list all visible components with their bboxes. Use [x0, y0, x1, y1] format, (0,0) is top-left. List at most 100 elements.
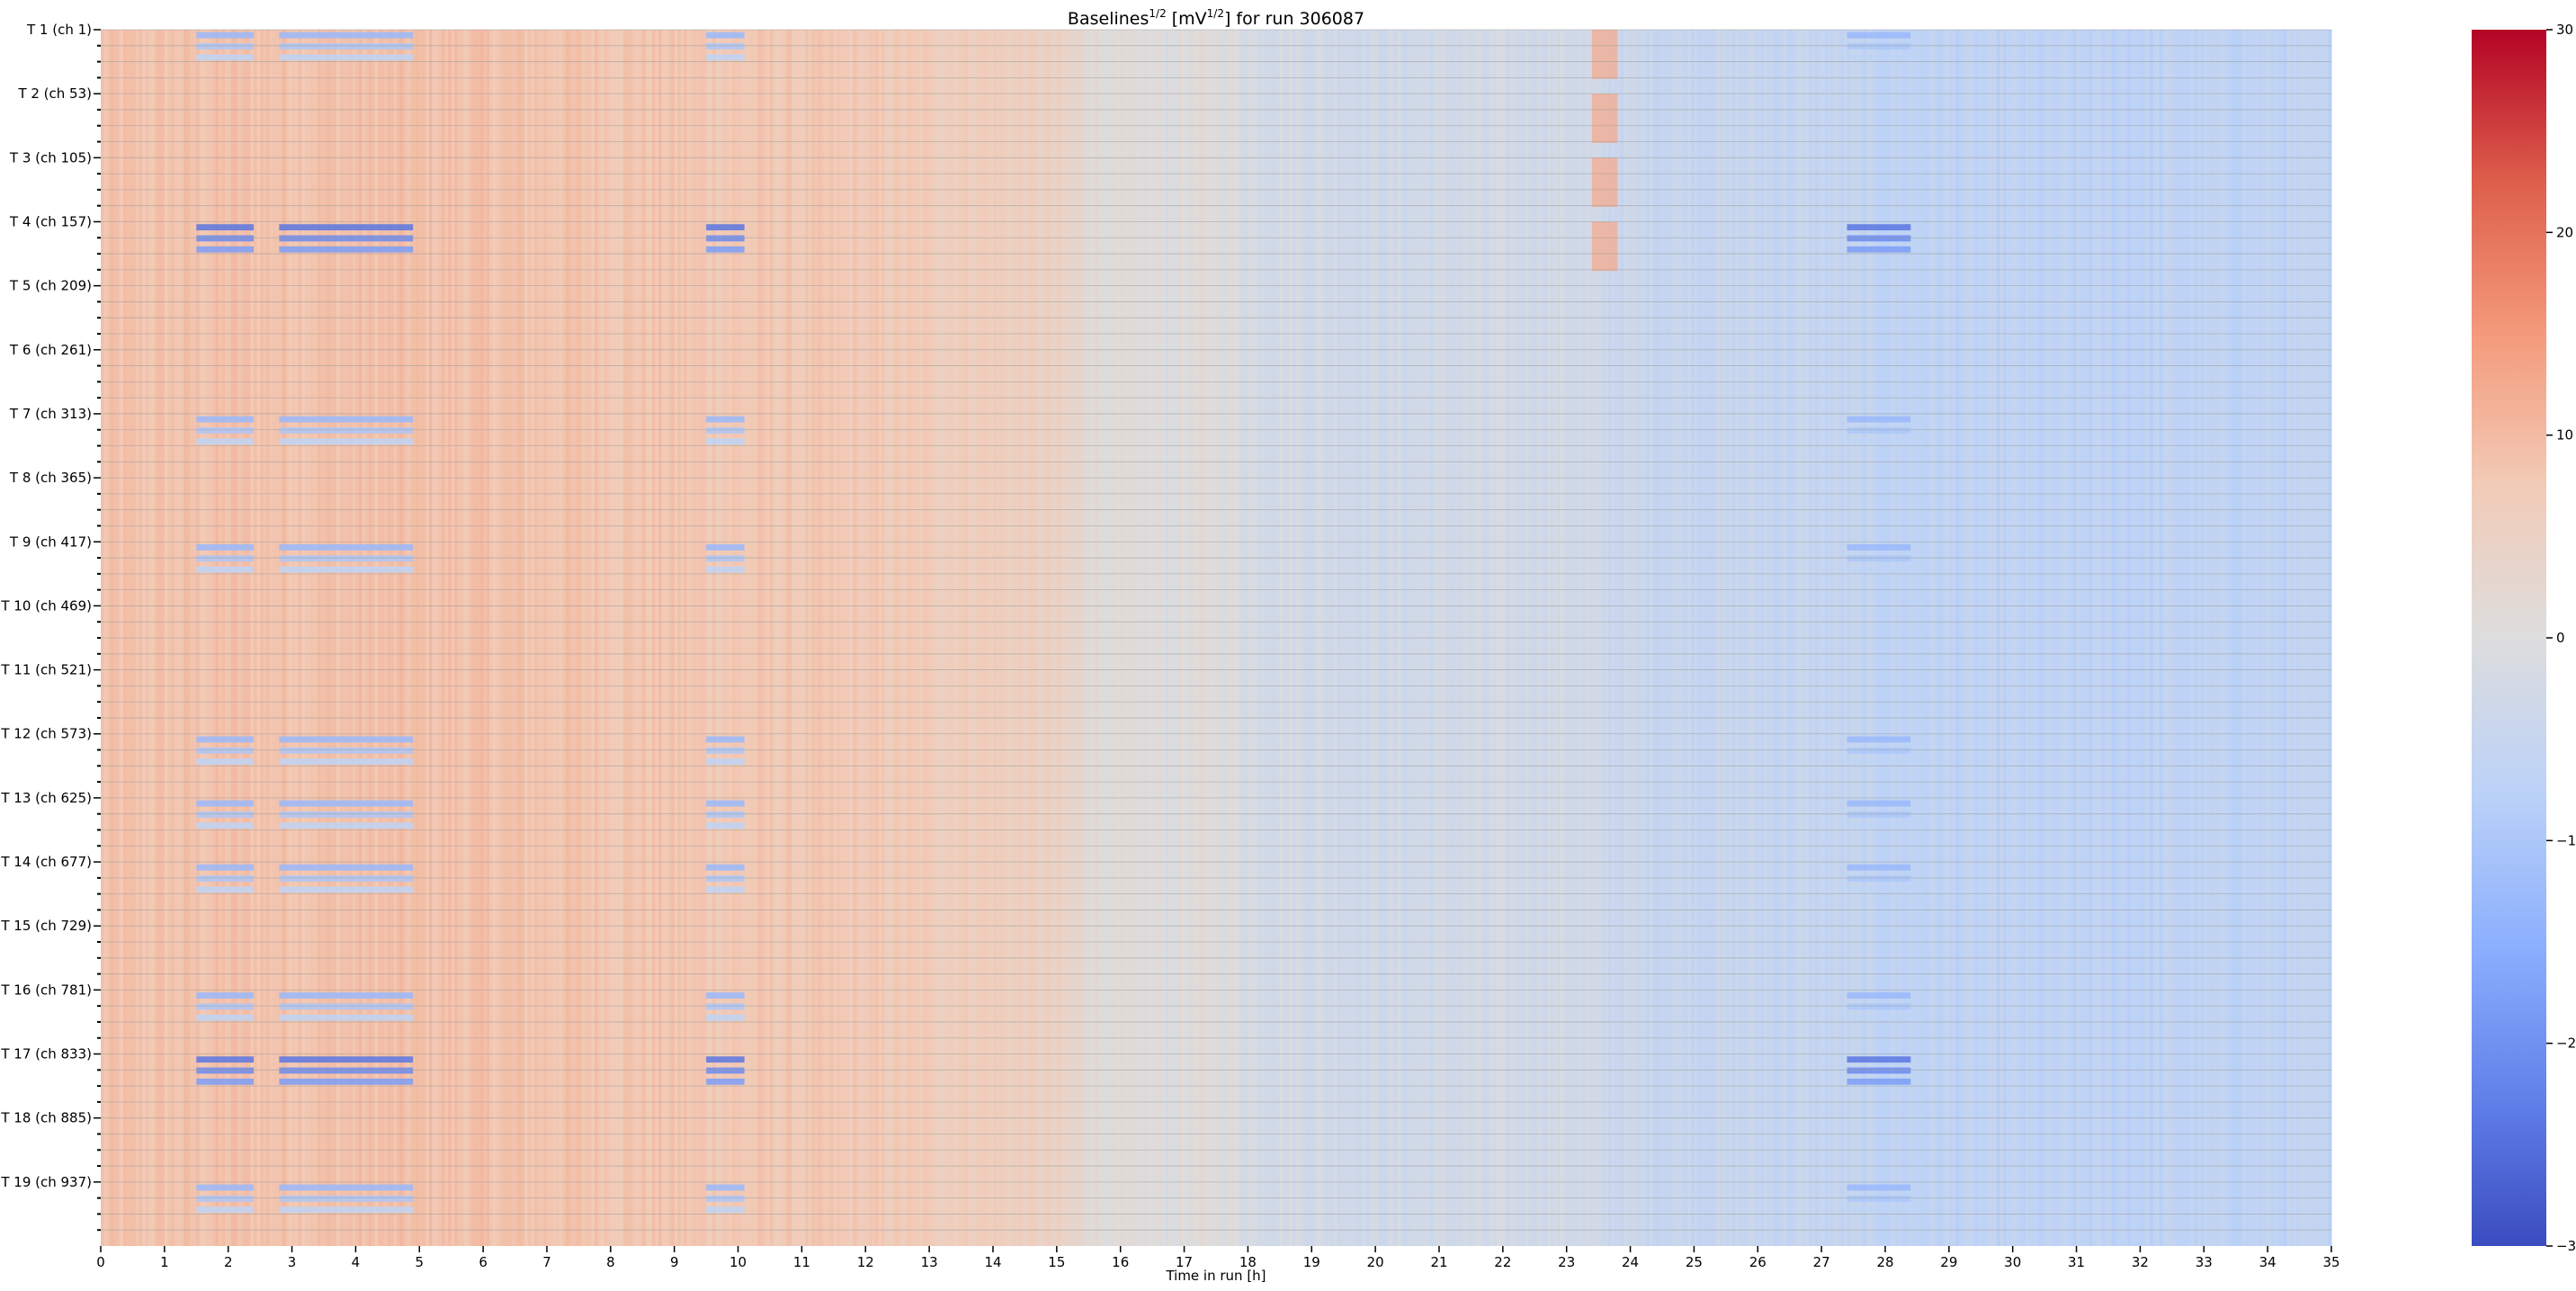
heatmap-low-band: [1847, 822, 1911, 829]
x-tick-label: 10: [729, 1254, 747, 1270]
heatmap-low-band: [196, 235, 255, 242]
heatmap-low-band: [1847, 438, 1911, 445]
heatmap-low-band: [196, 246, 255, 253]
colorbar-ticks: 30 20 10 0 −10 −20 −30: [2546, 22, 2576, 1254]
heatmap-low-band: [706, 566, 745, 573]
x-tick-label: 34: [2259, 1254, 2276, 1270]
heatmap-row-lines: [101, 29, 2331, 1231]
y-tick-label: T 13 (ch 625): [0, 790, 92, 806]
x-tick-label: 11: [793, 1254, 810, 1270]
heatmap-low-band: [706, 416, 745, 423]
heatmap-low-band: [196, 416, 255, 423]
x-axis-label: Time in run [h]: [1165, 1268, 1266, 1284]
heatmap-low-band: [196, 555, 255, 562]
x-tick-label: 1: [160, 1254, 169, 1270]
heatmap-low-band: [279, 566, 414, 573]
heatmap-low-band: [1847, 54, 1911, 61]
heatmap-low-band: [1847, 811, 1911, 818]
heatmap-low-band: [706, 1014, 745, 1021]
heatmap-low-band: [196, 544, 255, 551]
heatmap-low-band: [196, 1184, 255, 1191]
heatmap-low-band: [196, 1056, 255, 1063]
heatmap-low-band: [196, 875, 255, 882]
heatmap-low-band: [279, 864, 414, 871]
heatmap-high-band: [1592, 221, 1618, 272]
x-tick-label: 30: [2004, 1254, 2021, 1270]
heatmap-low-band: [196, 31, 255, 39]
heatmap-low-band: [706, 31, 745, 39]
heatmap-low-band: [279, 246, 414, 253]
colorbar-tick-label: 30: [2556, 22, 2573, 38]
heatmap-low-band: [279, 758, 414, 765]
heatmap-low-band: [279, 822, 414, 829]
y-tick-label: T 8 (ch 365): [9, 470, 92, 486]
heatmap-low-band: [706, 1003, 745, 1010]
heatmap-low-band: [1847, 758, 1911, 765]
colorbar-tick-label: −20: [2556, 1035, 2576, 1052]
x-tick-label: 7: [542, 1254, 551, 1270]
heatmap-low-band: [706, 235, 745, 242]
chart-title: Baselines1/2 [mV1/2] for run 306087: [1068, 7, 1364, 29]
x-tick-label: 6: [479, 1254, 487, 1270]
heatmap-high-band: [1592, 157, 1618, 208]
heatmap-low-band: [706, 1067, 745, 1074]
heatmap-low-band: [279, 1056, 414, 1063]
heatmap-low-band: [706, 811, 745, 818]
heatmap-low-band: [279, 1206, 414, 1214]
x-tick-label: 2: [224, 1254, 233, 1270]
heatmap-low-band: [1847, 43, 1911, 49]
heatmap-low-band: [196, 427, 255, 434]
x-tick-label: 18: [1239, 1254, 1257, 1270]
heatmap-high-band: [1592, 30, 1618, 79]
x-tick-label: 21: [1430, 1254, 1447, 1270]
x-tick-label: 31: [2068, 1254, 2085, 1270]
x-tick-label: 8: [606, 1254, 615, 1270]
colorbar-tick-label: −10: [2556, 832, 2576, 848]
heatmap-low-band: [706, 875, 745, 882]
heatmap-low-band: [279, 1078, 414, 1085]
colorbar: 30 20 10 0 −10 −20 −30: [2472, 22, 2576, 1254]
x-tick-label: 17: [1176, 1254, 1193, 1270]
x-tick-label: 23: [1558, 1254, 1575, 1270]
heatmap-low-band: [196, 566, 255, 573]
y-tick-label: T 19 (ch 937): [0, 1174, 92, 1190]
heatmap-low-band: [1847, 544, 1911, 551]
heatmap-low-band: [196, 747, 255, 754]
heatmap-low-band: [196, 811, 255, 818]
heatmap-low-band: [279, 43, 414, 49]
heatmap-low-band: [706, 246, 745, 253]
heatmap-low-band: [196, 886, 255, 893]
heatmap-low-band: [196, 758, 255, 765]
colorbar-gradient: [2472, 30, 2546, 1246]
heatmap-low-band: [706, 43, 745, 49]
heatmap-low-band: [196, 438, 255, 445]
heatmap-low-band: [279, 31, 414, 39]
x-tick-label: 26: [1749, 1254, 1767, 1270]
heatmap-low-band: [706, 822, 745, 829]
heatmap-low-band: [279, 235, 414, 242]
x-tick-label: 25: [1686, 1254, 1703, 1270]
x-tick-label: 5: [416, 1254, 425, 1270]
heatmap-low-band: [279, 811, 414, 818]
colorbar-tick-label: 10: [2556, 427, 2573, 444]
heatmap-low-band: [1847, 864, 1911, 871]
heatmap-low-band: [279, 747, 414, 754]
colorbar-tick-label: 20: [2556, 224, 2573, 240]
x-tick-label: 28: [1876, 1254, 1893, 1270]
x-tick-label: 15: [1048, 1254, 1065, 1270]
heatmap-low-band: [279, 555, 414, 562]
x-tick-label: 16: [1112, 1254, 1129, 1270]
y-tick-label: T 14 (ch 677): [0, 854, 92, 870]
heatmap-low-band: [706, 864, 745, 871]
heatmap-low-band: [706, 886, 745, 893]
y-tick-label: T 4 (ch 157): [9, 213, 92, 229]
colorbar-tick-label: −30: [2556, 1238, 2576, 1254]
heatmap-low-band: [1847, 1184, 1911, 1191]
heatmap-low-band: [706, 555, 745, 562]
heatmap-low-band: [1847, 736, 1911, 743]
heatmap-low-band: [196, 1078, 255, 1085]
x-tick-label: 14: [984, 1254, 1001, 1270]
colorbar-tick-label: 0: [2556, 630, 2565, 646]
heatmap-low-band: [706, 1206, 745, 1214]
